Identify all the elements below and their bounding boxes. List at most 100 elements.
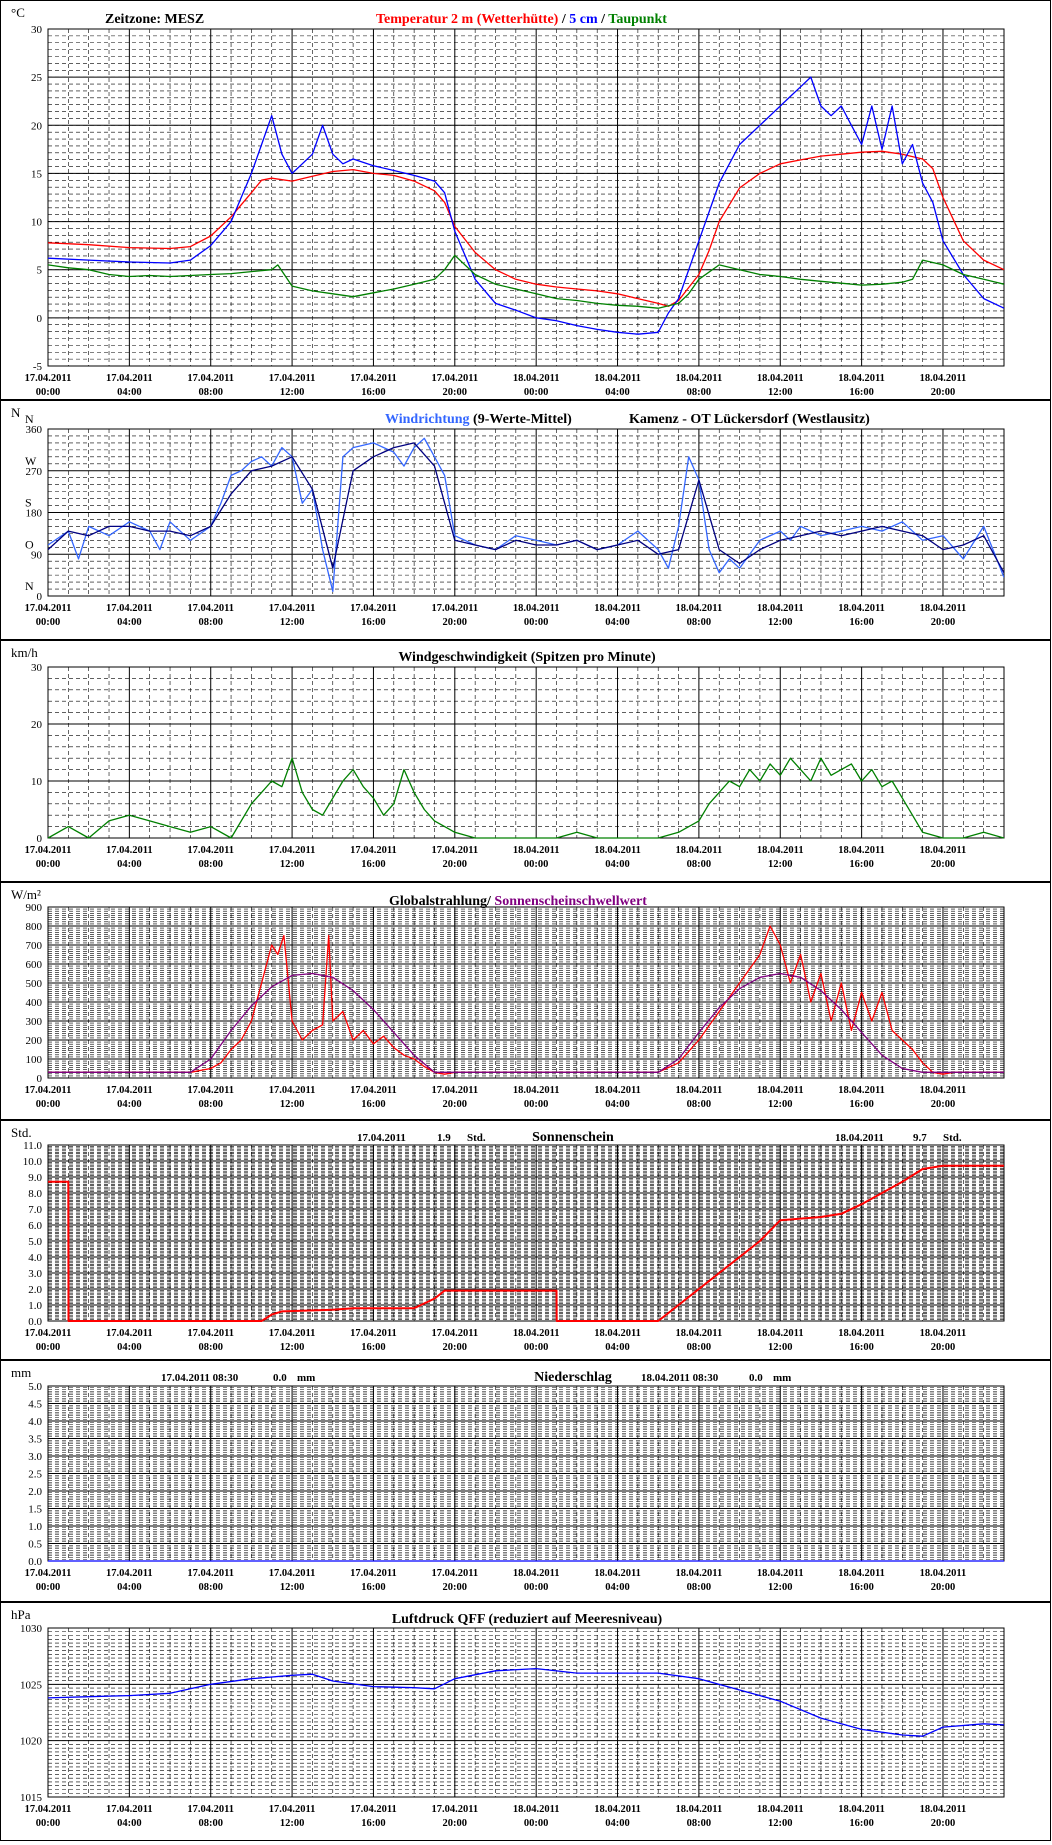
chart-panel-sunshine: 0.0 1.0 2.0 3.0 4.0 5.0 6.0 7.0 8.0 9.0 10.0 11.0 St… [0,1120,1051,1360]
y-tick-label: 30 [31,662,43,674]
unit-label: W/m² [11,887,41,902]
x-tick-date: 18.04.2011 [676,373,723,384]
x-tick-date: 18.04.2011 [594,373,641,384]
x-tick-time: 16:00 [361,1342,386,1353]
direction-label: S [25,496,32,510]
x-tick-date: 18.04.2011 [920,845,967,856]
x-tick-time: 16:00 [849,1099,874,1110]
chart-title: Temperatur 2 m (Wetterhütte) / 5 cm / Ta… [376,12,667,27]
y-tick-label: 0 [37,1073,43,1085]
summary-value: 0.0 [273,1372,287,1384]
y-tick-label: 3.0 [28,1451,42,1463]
x-tick-time: 00:00 [36,1099,61,1110]
x-tick-time: 12:00 [768,1582,793,1593]
x-tick-date: 18.04.2011 [757,1085,804,1096]
x-tick-date: 17.04.2011 [431,1085,478,1096]
chart-title-part: (9-Werte-Mittel) [470,412,573,427]
x-tick-time: 00:00 [36,859,61,870]
x-tick-date: 18.04.2011 [920,1804,967,1815]
x-tick-time: 20:00 [443,617,468,628]
x-tick-time: 00:00 [524,859,549,870]
x-tick-time: 00:00 [36,387,61,398]
x-tick-date: 17.04.2011 [187,373,234,384]
summary-date: 17.04.2011 [357,1132,406,1144]
x-tick-time: 16:00 [361,387,386,398]
summary-value: 0.0 [749,1372,763,1384]
x-tick-time: 04:00 [605,859,630,870]
y-tick-label: 4.0 [28,1416,42,1428]
x-tick-date: 17.04.2011 [350,1568,397,1579]
x-tick-date: 18.04.2011 [513,603,560,614]
x-tick-time: 16:00 [361,617,386,628]
plot-frame [47,28,1005,367]
x-tick-time: 20:00 [443,859,468,870]
x-tick-time: 12:00 [768,1099,793,1110]
chart-panel-wind_direction: 0 90 180 270 360 N O S W N N 17.04.2011 00:00 17.04.2… [0,400,1051,640]
x-tick-date: 18.04.2011 [513,1328,560,1339]
y-tick-label: 270 [26,466,43,478]
x-tick-time: 00:00 [36,1582,61,1593]
y-tick-label: 8.0 [28,1188,42,1200]
x-tick-date: 18.04.2011 [757,1804,804,1815]
y-tick-label: 5.0 [28,1381,42,1393]
x-tick-time: 04:00 [117,617,142,628]
x-tick-date: 17.04.2011 [106,603,153,614]
y-tick-label: 0.0 [28,1316,42,1328]
x-tick-date: 18.04.2011 [676,1328,723,1339]
summary-unit: Std. [467,1132,486,1144]
plot-frame [47,428,1005,597]
chart-title: Globalstrahlung/ Sonnenscheinschwellwert [389,894,647,909]
y-tick-label: 20 [31,719,43,731]
y-tick-label: 1025 [20,1679,43,1691]
y-tick-label: 900 [26,902,43,914]
y-tick-label: 100 [26,1054,43,1066]
x-tick-time: 20:00 [443,387,468,398]
summary-unit: mm [773,1372,791,1384]
x-tick-time: 16:00 [849,1582,874,1593]
x-tick-date: 17.04.2011 [25,1328,72,1339]
x-tick-date: 17.04.2011 [106,373,153,384]
y-tick-label: 0 [37,591,43,603]
unit-label: °C [11,5,25,20]
x-tick-date: 18.04.2011 [920,1568,967,1579]
x-tick-time: 20:00 [443,1342,468,1353]
y-tick-label: 6.0 [28,1220,42,1232]
y-tick-label: 90 [31,549,43,561]
unit-label: mm [11,1365,31,1380]
x-tick-time: 00:00 [524,387,549,398]
x-tick-time: 04:00 [117,1342,142,1353]
y-tick-label: 0 [37,833,43,845]
x-tick-time: 00:00 [36,1818,61,1829]
x-tick-time: 12:00 [768,859,793,870]
y-tick-label: 15 [31,168,43,180]
y-tick-label: 400 [26,997,43,1009]
chart-title-part: 5 cm [569,12,598,27]
x-tick-date: 17.04.2011 [187,1085,234,1096]
x-tick-time: 08:00 [198,1818,223,1829]
x-tick-time: 00:00 [36,1342,61,1353]
x-tick-date: 17.04.2011 [25,373,72,384]
x-tick-date: 17.04.2011 [431,373,478,384]
x-tick-time: 04:00 [605,1582,630,1593]
x-tick-date: 18.04.2011 [594,1085,641,1096]
chart-title-part: Temperatur 2 m (Wetterhütte) [376,12,559,27]
x-tick-time: 12:00 [280,1582,305,1593]
summary-unit: Std. [943,1132,962,1144]
x-tick-time: 04:00 [117,1818,142,1829]
y-tick-label: 25 [31,72,43,84]
chart-title-part: / [598,12,609,27]
y-tick-label: 10 [31,217,43,229]
direction-label: W [25,454,37,468]
x-tick-time: 04:00 [117,1582,142,1593]
x-tick-date: 17.04.2011 [25,603,72,614]
y-tick-label: 360 [26,424,43,436]
x-tick-date: 18.04.2011 [920,1085,967,1096]
y-tick-label: 0.0 [28,1556,42,1568]
x-tick-time: 20:00 [931,1342,956,1353]
chart-title: Sonnenschein [532,1130,614,1145]
x-tick-date: 18.04.2011 [757,845,804,856]
x-tick-time: 20:00 [931,1818,956,1829]
